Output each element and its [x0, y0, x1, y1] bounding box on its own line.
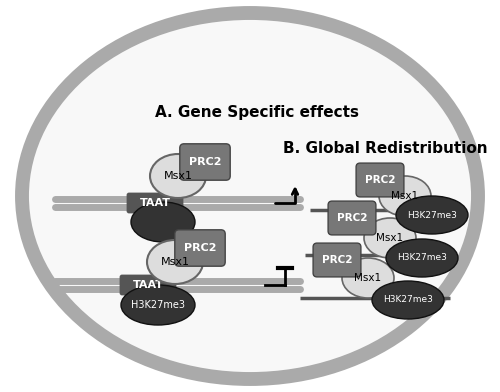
Text: H3K27me3: H3K27me3 [407, 211, 457, 220]
FancyBboxPatch shape [313, 243, 361, 277]
Text: H3K27me3: H3K27me3 [383, 296, 433, 305]
Ellipse shape [386, 239, 458, 277]
Ellipse shape [131, 202, 195, 242]
Text: Msx1: Msx1 [354, 273, 382, 283]
Text: PRC2: PRC2 [189, 157, 221, 167]
Text: TAAT: TAAT [140, 198, 170, 208]
Ellipse shape [147, 240, 203, 284]
Text: Msx1: Msx1 [160, 257, 190, 267]
FancyBboxPatch shape [175, 230, 225, 266]
Text: PRC2: PRC2 [322, 255, 352, 265]
Text: Msx1: Msx1 [392, 191, 418, 201]
FancyBboxPatch shape [126, 192, 184, 213]
Text: TAAT: TAAT [132, 280, 164, 290]
Text: H3K27me3: H3K27me3 [397, 254, 447, 263]
Text: PRC2: PRC2 [365, 175, 395, 185]
FancyBboxPatch shape [180, 144, 230, 180]
Text: H3K27me3: H3K27me3 [131, 300, 185, 310]
Text: A. Gene Specific effects: A. Gene Specific effects [155, 105, 359, 120]
FancyBboxPatch shape [356, 163, 404, 197]
Ellipse shape [150, 154, 206, 198]
Text: Msx1: Msx1 [164, 171, 192, 181]
Text: Msx1: Msx1 [376, 233, 404, 243]
FancyBboxPatch shape [328, 201, 376, 235]
Ellipse shape [121, 285, 195, 325]
Ellipse shape [396, 196, 468, 234]
Ellipse shape [372, 281, 444, 319]
Ellipse shape [342, 258, 394, 298]
Ellipse shape [22, 13, 478, 379]
FancyBboxPatch shape [120, 275, 176, 296]
Ellipse shape [379, 176, 431, 216]
Text: B. Global Redistribution: B. Global Redistribution [282, 140, 488, 156]
Text: PRC2: PRC2 [184, 243, 216, 253]
Text: PRC2: PRC2 [337, 213, 367, 223]
Ellipse shape [364, 218, 416, 258]
